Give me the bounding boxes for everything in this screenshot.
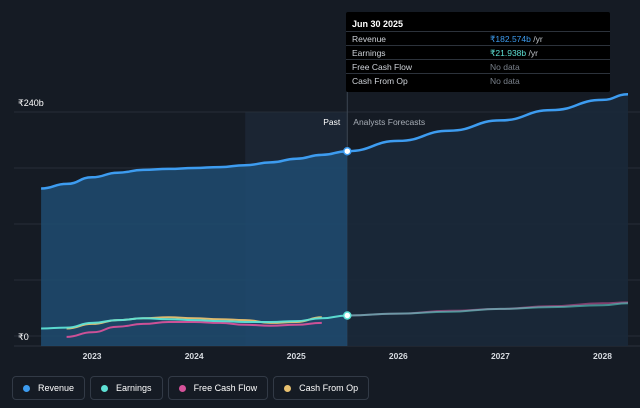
revenue-past-area: [41, 151, 348, 346]
tooltip-label: Free Cash Flow: [352, 62, 412, 72]
legend-dot: [23, 384, 30, 392]
tooltip-row-free-cash-flow: Free Cash Flow No data: [346, 59, 610, 74]
x-tick-label: 2024: [185, 351, 204, 361]
legend: Revenue Earnings Free Cash Flow Cash Fro…: [12, 376, 370, 400]
legend-dot: [284, 384, 292, 392]
x-tick-label: 2027: [491, 351, 510, 361]
legend-dot: [178, 384, 186, 392]
tooltip-value: ₹182.574b /yr: [490, 34, 543, 45]
legend-label: Earnings: [116, 383, 152, 393]
tooltip-value: ₹21.938b /yr: [490, 48, 538, 59]
revenue-marker: [343, 146, 352, 156]
x-tick-label: 2028: [593, 351, 612, 361]
series-forecast-earnings: [347, 302, 629, 317]
series-line-free-cash-flow: [66, 321, 322, 338]
legend-label: Revenue: [38, 383, 75, 393]
legend-label: Free Cash Flow: [193, 383, 258, 393]
legend-item-cash-from-op[interactable]: Cash From Op: [273, 376, 370, 400]
legend-item-earnings[interactable]: Earnings: [90, 376, 163, 400]
tooltip-value: No data: [490, 76, 520, 86]
legend-item-free-cash-flow[interactable]: Free Cash Flow: [167, 376, 269, 400]
tooltip-label: Revenue: [352, 34, 387, 44]
tooltip: Jun 30 2025 Revenue ₹182.574b /yr Earnin…: [346, 12, 610, 92]
series-line-earnings: [41, 314, 348, 330]
tooltip-row-earnings: Earnings ₹21.938b /yr: [346, 45, 610, 60]
series-forecast-revenue: [347, 93, 629, 153]
past-label: Past: [323, 117, 341, 127]
x-tick-label: 2026: [389, 351, 408, 361]
tooltip-number: ₹182.574b: [490, 34, 531, 44]
earnings-marker: [343, 311, 352, 320]
legend-dot: [101, 384, 109, 392]
x-tick-label: 2025: [287, 351, 306, 361]
tooltip-row-revenue: Revenue ₹182.574b /yr: [346, 31, 610, 46]
tooltip-label: Earnings: [352, 48, 386, 58]
tooltip-unit: /yr: [533, 34, 543, 44]
y-tick-label: ₹0: [18, 332, 29, 342]
y-tick-label: ₹240b: [18, 98, 44, 108]
revenue-forecast-area: [347, 94, 628, 346]
x-tick-label: 2023: [83, 351, 102, 361]
tooltip-label: Cash From Op: [352, 76, 408, 86]
tooltip-number: ₹21.938b: [490, 48, 527, 58]
legend-label: Cash From Op: [299, 383, 359, 393]
tooltip-row-cash-from-op: Cash From Op No data: [346, 73, 610, 88]
series-line-revenue: [41, 149, 348, 190]
tooltip-date: Jun 30 2025: [352, 19, 404, 29]
tooltip-value: No data: [490, 62, 520, 72]
tooltip-unit: /yr: [528, 48, 538, 58]
forecast-label: Analysts Forecasts: [353, 117, 425, 127]
legend-item-revenue[interactable]: Revenue: [12, 376, 86, 400]
